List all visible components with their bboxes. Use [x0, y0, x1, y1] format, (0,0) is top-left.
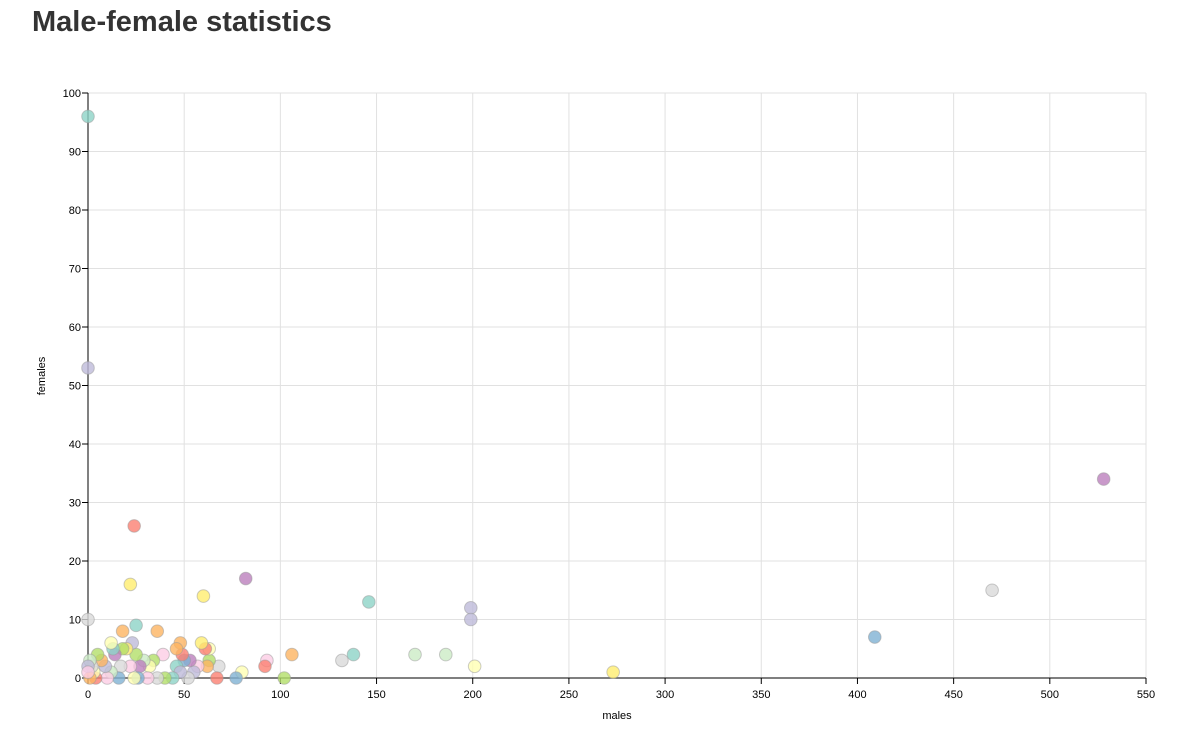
- scatter-point: [229, 671, 243, 685]
- scatter-point: [985, 583, 999, 598]
- x-tick-label: 50: [178, 689, 190, 701]
- x-tick-label: 450: [944, 689, 962, 701]
- scatter-point: [467, 659, 482, 674]
- x-tick-label: 300: [656, 689, 674, 701]
- scatter-point: [127, 519, 141, 533]
- y-tick-label: 40: [69, 439, 81, 451]
- scatter-point: [81, 612, 95, 627]
- y-tick-label: 80: [69, 205, 81, 217]
- scatter-point: [100, 671, 115, 685]
- x-tick-label: 100: [271, 689, 289, 701]
- scatter-point: [335, 653, 349, 668]
- scatter-point: [238, 571, 253, 586]
- scatter-point: [150, 624, 165, 639]
- y-tick-label: 30: [69, 498, 81, 510]
- x-tick-label: 400: [848, 689, 866, 701]
- y-tick-label: 90: [69, 147, 81, 159]
- y-tick-label: 10: [69, 615, 81, 627]
- scatter-point: [464, 612, 478, 627]
- scatter-point: [346, 647, 361, 662]
- x-tick-label: 0: [85, 689, 91, 701]
- axes: [82, 92, 1147, 684]
- tick-labels: 0 50 100 150 200 250 300 350 400 450 500 550 0 10 20 30…: [63, 88, 1156, 701]
- scatter-point: [285, 647, 299, 662]
- scatter-point: [606, 665, 620, 679]
- scatter-point: [258, 659, 272, 674]
- x-tick-label: 550: [1137, 689, 1155, 701]
- x-tick-label: 250: [560, 689, 578, 701]
- y-tick-label: 0: [75, 673, 81, 685]
- scatter-point: [408, 647, 422, 662]
- page-title: Male-female statistics: [32, 6, 332, 38]
- x-tick-label: 150: [367, 689, 385, 701]
- scatter-point: [129, 618, 143, 633]
- y-tick-label: 100: [63, 88, 81, 100]
- x-tick-label: 350: [752, 689, 770, 701]
- scatter-point: [127, 671, 141, 685]
- data-points: [81, 109, 1111, 685]
- scatter-point: [81, 109, 95, 124]
- scatter-point: [104, 636, 118, 650]
- scatter-point: [81, 665, 95, 679]
- x-axis-label: males: [602, 710, 632, 722]
- scatter-point: [196, 589, 211, 603]
- scatter-point: [362, 595, 376, 609]
- scatter-point: [1096, 472, 1111, 486]
- y-tick-label: 20: [69, 556, 81, 568]
- scatter-point: [464, 601, 478, 615]
- scatter-point: [115, 624, 130, 639]
- scatter-point: [210, 671, 224, 685]
- scatter-point: [81, 361, 95, 375]
- grid: [88, 92, 1147, 678]
- scatter-point: [194, 636, 209, 650]
- scatter-point: [123, 577, 138, 592]
- y-axis-label: females: [36, 356, 48, 395]
- y-tick-label: 70: [69, 264, 81, 276]
- x-tick-label: 500: [1041, 689, 1059, 701]
- x-tick-label: 200: [464, 689, 482, 701]
- y-tick-label: 50: [69, 381, 81, 393]
- scatter-point: [169, 641, 184, 656]
- y-tick-label: 60: [69, 322, 81, 334]
- scatter-point: [438, 647, 453, 662]
- scatter-point: [277, 671, 292, 685]
- scatter-point: [867, 630, 882, 644]
